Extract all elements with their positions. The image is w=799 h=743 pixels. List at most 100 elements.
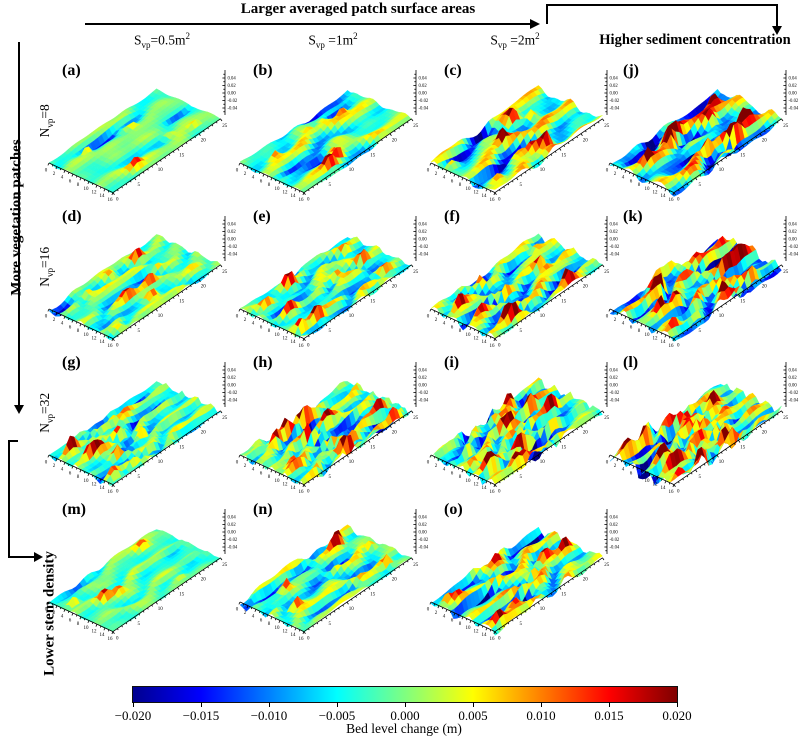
y-tick-label: 5 — [137, 622, 140, 627]
y-tick-label: 0 — [307, 490, 310, 495]
x-tick-label: 4 — [443, 468, 446, 473]
x-tick-label: 6 — [630, 471, 633, 476]
y-tick-label: 10 — [349, 314, 355, 319]
z-tick-label: -0.02 — [610, 99, 620, 104]
y-axis — [673, 410, 784, 487]
y-tick-label: 0 — [116, 490, 119, 495]
z-tick-label: -0.04 — [789, 107, 799, 112]
x-tick-label: 10 — [644, 479, 650, 484]
x-tick-label: 10 — [644, 187, 650, 192]
y-tick-label: 25 — [604, 124, 610, 129]
y-tick-label: 15 — [561, 445, 567, 450]
z-tick-label: -0.04 — [228, 399, 238, 404]
colorbar-gradient — [132, 686, 678, 703]
x-tick-label: 12 — [652, 483, 658, 488]
z-tick-label: 0.02 — [228, 230, 237, 235]
y-tick-label: 5 — [519, 329, 522, 334]
x-tick-label: 6 — [451, 325, 454, 330]
y-tick-label: 20 — [392, 285, 398, 290]
y-tick-label: 20 — [201, 139, 207, 144]
panel-i-label: (i) — [444, 354, 459, 371]
y-tick-label: 25 — [413, 270, 419, 275]
colorbar-tick-label: −0.015 — [182, 708, 220, 723]
z-tick-label: -0.02 — [419, 99, 429, 104]
y-tick-label: 20 — [392, 578, 398, 583]
z-tick-label: 0.00 — [419, 384, 428, 389]
x-tick-label: 10 — [274, 333, 280, 338]
panel-e-label: (e) — [253, 208, 271, 225]
x-tick-label: 4 — [61, 322, 64, 327]
surface-mesh — [239, 381, 412, 486]
x-tick-label: 16 — [489, 490, 495, 495]
z-tick-label: -0.04 — [228, 107, 238, 112]
x-tick-label: 2 — [435, 172, 438, 177]
y-tick-label: 10 — [158, 607, 164, 612]
z-axis — [604, 509, 608, 554]
surface-mesh — [48, 529, 221, 632]
y-tick-label: 5 — [519, 183, 522, 188]
z-tick-label: -0.02 — [228, 245, 238, 250]
colorbar-tick — [269, 702, 270, 707]
y-tick-label: 25 — [783, 124, 789, 129]
x-tick-label: 4 — [252, 322, 255, 327]
x-tick-label: 14 — [99, 194, 105, 199]
y-tick-label: 10 — [158, 168, 164, 173]
surface-mesh — [609, 235, 782, 342]
z-axis — [222, 362, 226, 407]
x-tick-label: 0 — [427, 314, 430, 319]
z-tick-label: -0.02 — [610, 538, 620, 543]
x-tick-label: 16 — [668, 344, 674, 349]
x-tick-label: 12 — [473, 630, 479, 635]
y-axis — [673, 118, 784, 195]
x-tick-label: 12 — [473, 483, 479, 488]
y-tick-label: 20 — [392, 431, 398, 436]
left-annotation: More vegetation patches — [8, 139, 25, 296]
z-tick-label: 0.04 — [789, 77, 798, 82]
x-tick-label: 16 — [668, 198, 674, 203]
x-tick-label: 0 — [606, 460, 609, 465]
x-tick-label: 4 — [622, 468, 625, 473]
y-tick-label: 0 — [498, 637, 501, 642]
z-tick-label: -0.02 — [228, 538, 238, 543]
y-axis — [303, 118, 414, 195]
z-tick-label: -0.04 — [419, 399, 429, 404]
z-tick-label: 0.04 — [419, 369, 428, 374]
y-tick-label: 25 — [222, 124, 228, 129]
z-tick-label: 0.02 — [610, 230, 619, 235]
y-tick-label: 5 — [328, 622, 331, 627]
x-tick-label: 0 — [606, 168, 609, 173]
x-tick-label: 10 — [274, 479, 280, 484]
y-tick-label: 25 — [413, 124, 419, 129]
z-tick-label: -0.04 — [789, 399, 799, 404]
y-tick-label: 5 — [698, 183, 701, 188]
x-tick-label: 12 — [91, 483, 97, 488]
x-axis — [608, 162, 675, 196]
z-tick-label: -0.02 — [419, 391, 429, 396]
y-axis — [494, 410, 605, 487]
y-tick-label: 25 — [413, 416, 419, 421]
y-tick-label: 0 — [498, 490, 501, 495]
x-tick-label: 12 — [473, 191, 479, 196]
z-axis — [222, 509, 226, 554]
z-tick-label: 0.04 — [419, 223, 428, 228]
panel-k-label: (k) — [623, 208, 643, 225]
z-tick-label: 0.02 — [610, 523, 619, 528]
x-tick-label: 14 — [481, 633, 487, 638]
y-tick-label: 15 — [561, 299, 567, 304]
x-axis — [429, 308, 496, 342]
y-tick-label: 20 — [583, 578, 589, 583]
z-tick-label: -0.02 — [610, 391, 620, 396]
x-tick-label: 12 — [652, 337, 658, 342]
z-tick-label: -0.02 — [228, 99, 238, 104]
z-tick-label: -0.04 — [419, 546, 429, 551]
z-tick-label: 0.00 — [610, 92, 619, 97]
z-axis — [604, 216, 608, 261]
x-tick-label: 14 — [99, 633, 105, 638]
x-tick-label: 16 — [107, 637, 113, 642]
y-axis — [303, 557, 414, 634]
y-tick-label: 25 — [222, 563, 228, 568]
